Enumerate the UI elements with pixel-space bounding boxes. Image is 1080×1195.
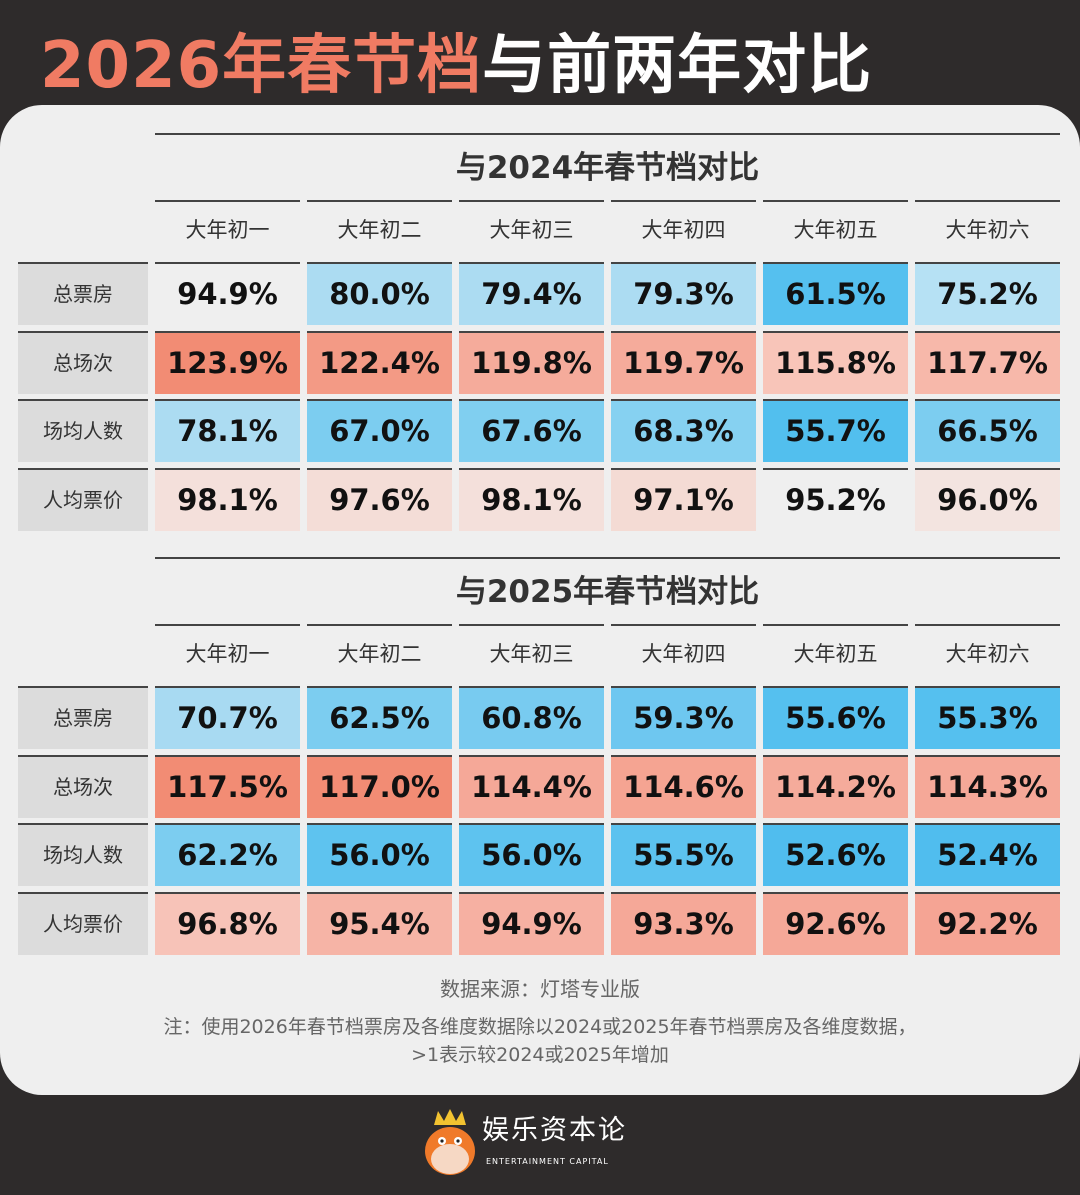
column-header: 大年初五	[763, 624, 908, 686]
table-cell: 61.5%	[763, 262, 908, 325]
logo-name: 娱乐资本论	[482, 1115, 627, 1146]
column-header: 大年初四	[611, 624, 756, 686]
table-cell: 67.0%	[307, 399, 452, 462]
table-cell: 56.0%	[307, 823, 452, 886]
table-cell: 117.7%	[915, 330, 1060, 394]
table-cell: 55.5%	[611, 823, 756, 886]
row-label: 人均票价	[18, 467, 148, 531]
table-cell: 92.6%	[763, 891, 908, 955]
brand-logo: 娱乐资本论 ENTERTAINMENT CAPITAL	[420, 1105, 660, 1175]
table-cell: 52.6%	[763, 823, 908, 886]
table-cell: 119.8%	[459, 330, 604, 394]
column-header: 大年初三	[459, 200, 604, 262]
column-header: 大年初四	[611, 200, 756, 262]
column-header: 大年初三	[459, 624, 604, 686]
row-label: 人均票价	[18, 891, 148, 955]
table-cell: 93.3%	[611, 891, 756, 955]
row-label: 总场次	[18, 330, 148, 394]
column-header: 大年初六	[915, 200, 1060, 262]
mascot-icon	[425, 1109, 475, 1175]
table-cell: 55.3%	[915, 686, 1060, 749]
table-cell: 67.6%	[459, 399, 604, 462]
table-cell: 97.1%	[611, 467, 756, 531]
row-label: 场均人数	[18, 823, 148, 886]
table-cell: 117.0%	[307, 754, 452, 818]
footnote: 注：使用2026年春节档票房及各维度数据除以2024或2025年春节档票房及各维…	[0, 1013, 1080, 1069]
column-header: 大年初二	[307, 200, 452, 262]
footnote-line-2: >1表示较2024或2025年增加	[411, 1044, 669, 1066]
table-cell: 94.9%	[155, 262, 300, 325]
column-header: 大年初一	[155, 624, 300, 686]
section-title: 与2025年春节档对比	[155, 557, 1060, 625]
table-cell: 122.4%	[307, 330, 452, 394]
table-cell: 96.8%	[155, 891, 300, 955]
table-cell: 115.8%	[763, 330, 908, 394]
table-cell: 97.6%	[307, 467, 452, 531]
column-header: 大年初六	[915, 624, 1060, 686]
footnote-line-1: 注：使用2026年春节档票房及各维度数据除以2024或2025年春节档票房及各维…	[163, 1016, 917, 1038]
table-cell: 79.4%	[459, 262, 604, 325]
table-cell: 114.2%	[763, 754, 908, 818]
table-cell: 55.7%	[763, 399, 908, 462]
column-header: 大年初二	[307, 624, 452, 686]
table-cell: 119.7%	[611, 330, 756, 394]
row-label: 总票房	[18, 262, 148, 325]
table-cell: 75.2%	[915, 262, 1060, 325]
table-cell: 56.0%	[459, 823, 604, 886]
table-cell: 95.2%	[763, 467, 908, 531]
table-cell: 92.2%	[915, 891, 1060, 955]
content-card: 与2024年春节档对比 大年初一 大年初二 大年初三 大年初四 大年初五 大年初六 总票房 94…	[0, 105, 1080, 1095]
row-label: 场均人数	[18, 399, 148, 462]
section-title: 与2024年春节档对比	[155, 133, 1060, 201]
logo-subtitle: ENTERTAINMENT CAPITAL	[486, 1157, 609, 1166]
column-header: 大年初五	[763, 200, 908, 262]
table-cell: 62.2%	[155, 823, 300, 886]
table-cell: 78.1%	[155, 399, 300, 462]
table-cell: 123.9%	[155, 330, 300, 394]
data-source: 数据来源：灯塔专业版	[440, 977, 640, 1001]
table-cell: 70.7%	[155, 686, 300, 749]
table-cell: 98.1%	[155, 467, 300, 531]
table-cell: 52.4%	[915, 823, 1060, 886]
table-cell: 59.3%	[611, 686, 756, 749]
table-cell: 55.6%	[763, 686, 908, 749]
table-cell: 66.5%	[915, 399, 1060, 462]
table-cell: 114.6%	[611, 754, 756, 818]
row-label: 总票房	[18, 686, 148, 749]
table-cell: 62.5%	[307, 686, 452, 749]
page-title: 2026年春节档与前两年对比	[40, 14, 872, 106]
table-cell: 68.3%	[611, 399, 756, 462]
table-cell: 96.0%	[915, 467, 1060, 531]
table-cell: 117.5%	[155, 754, 300, 818]
table-cell: 114.3%	[915, 754, 1060, 818]
table-cell: 95.4%	[307, 891, 452, 955]
table-cell: 114.4%	[459, 754, 604, 818]
title-rest: 与前两年对比	[482, 29, 873, 103]
table-cell: 80.0%	[307, 262, 452, 325]
table-cell: 79.3%	[611, 262, 756, 325]
table-cell: 60.8%	[459, 686, 604, 749]
column-header: 大年初一	[155, 200, 300, 262]
row-label: 总场次	[18, 754, 148, 818]
title-highlight: 2026年春节档	[40, 29, 483, 103]
table-cell: 94.9%	[459, 891, 604, 955]
table-cell: 98.1%	[459, 467, 604, 531]
